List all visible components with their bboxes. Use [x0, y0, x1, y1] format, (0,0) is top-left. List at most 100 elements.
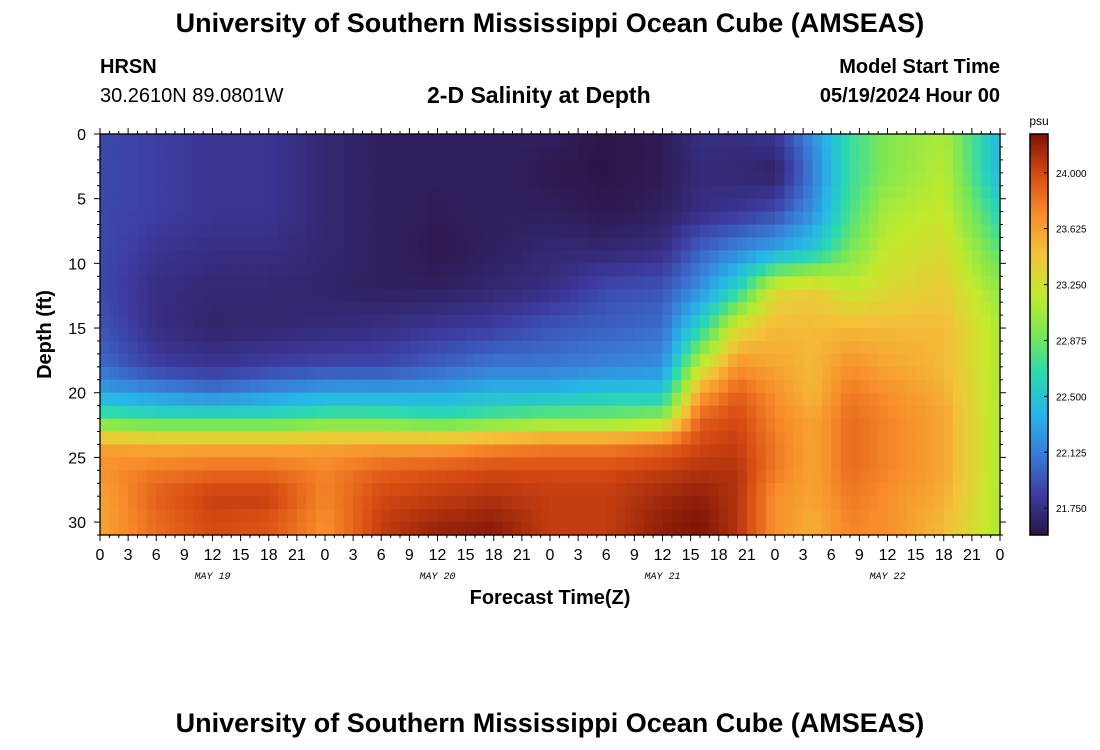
- heatmap-cell: [371, 134, 382, 148]
- heatmap-cell: [728, 211, 739, 226]
- heatmap-cell: [896, 496, 907, 510]
- heatmap-cell: [306, 444, 317, 458]
- heatmap-cell: [840, 276, 851, 290]
- heatmap-cell: [484, 289, 495, 303]
- heatmap-cell: [231, 185, 242, 200]
- heatmap-cell: [718, 237, 729, 252]
- y-tick-label: 0: [77, 127, 86, 144]
- heatmap-cell: [306, 302, 317, 316]
- heatmap-cell: [587, 496, 598, 510]
- heatmap-cell: [981, 496, 992, 510]
- heatmap-cell: [371, 470, 382, 484]
- heatmap-cell: [906, 302, 917, 316]
- heatmap-cell: [550, 379, 560, 394]
- heatmap-cell: [456, 431, 467, 446]
- heatmap-cell: [437, 444, 448, 458]
- heatmap-cell: [887, 198, 898, 213]
- heatmap-cell: [803, 185, 814, 200]
- heatmap-cell: [278, 302, 289, 316]
- heatmap-cell: [840, 198, 851, 213]
- heatmap-cell: [737, 198, 748, 213]
- heatmap-cell: [971, 276, 982, 290]
- heatmap-cell: [868, 366, 879, 381]
- heatmap-cell: [446, 250, 457, 264]
- heatmap-cell: [690, 470, 701, 484]
- heatmap-cell: [971, 302, 982, 316]
- heatmap-cell: [784, 302, 795, 316]
- heatmap-cell: [278, 211, 289, 226]
- heatmap-cell: [540, 470, 551, 484]
- heatmap-cell: [878, 418, 889, 433]
- heatmap-cell: [381, 198, 392, 213]
- heatmap-cell: [175, 405, 185, 420]
- heatmap-cell: [428, 146, 439, 161]
- heatmap-cell: [381, 431, 392, 446]
- heatmap-cell: [475, 211, 485, 226]
- heatmap-cell: [278, 289, 289, 303]
- heatmap-cell: [746, 159, 757, 174]
- heatmap-cell: [521, 353, 532, 368]
- heatmap-cell: [437, 340, 448, 355]
- heatmap-cell: [503, 159, 514, 174]
- heatmap-cell: [315, 379, 326, 394]
- heatmap-cell: [109, 392, 120, 407]
- heatmap-cell: [934, 302, 945, 316]
- heatmap-cell: [250, 302, 260, 316]
- heatmap-cell: [531, 431, 542, 446]
- heatmap-cell: [746, 353, 757, 368]
- heatmap-cell: [437, 211, 448, 226]
- heatmap-cell: [915, 509, 926, 523]
- x-tick-label: 12: [204, 547, 222, 564]
- heatmap-cell: [746, 224, 757, 239]
- heatmap-cell: [437, 237, 448, 252]
- heatmap-cell: [953, 211, 964, 226]
- heatmap-cell: [568, 340, 579, 355]
- heatmap-cell: [137, 159, 148, 174]
- heatmap-cell: [371, 392, 382, 407]
- heatmap-cell: [137, 457, 148, 471]
- heatmap-cell: [953, 276, 964, 290]
- heatmap-cell: [118, 250, 129, 264]
- heatmap-cell: [250, 483, 260, 497]
- heatmap-cell: [484, 496, 495, 510]
- heatmap-cell: [934, 392, 945, 407]
- heatmap-cell: [278, 366, 289, 381]
- heatmap-cell: [259, 224, 270, 239]
- heatmap-cell: [446, 211, 457, 226]
- heatmap-cell: [128, 431, 139, 446]
- heatmap-cell: [362, 289, 373, 303]
- heatmap-cell: [250, 470, 260, 484]
- heatmap-cell: [821, 366, 832, 381]
- heatmap-cell: [418, 496, 429, 510]
- heatmap-cell: [128, 470, 139, 484]
- heatmap-cell: [587, 340, 598, 355]
- heatmap-cell: [137, 418, 148, 433]
- heatmap-cell: [840, 328, 851, 342]
- heatmap-cell: [503, 198, 514, 213]
- heatmap-cell: [587, 134, 598, 148]
- heatmap-cell: [634, 185, 645, 200]
- heatmap-cell: [437, 418, 448, 433]
- heatmap-cell: [165, 159, 176, 174]
- heatmap-cell: [156, 470, 167, 484]
- heatmap-cell: [737, 302, 748, 316]
- heatmap-cell: [259, 366, 270, 381]
- heatmap-cell: [146, 315, 157, 329]
- heatmap-cell: [831, 276, 842, 290]
- heatmap-cell: [915, 496, 926, 510]
- heatmap-cell: [812, 328, 823, 342]
- heatmap-cell: [765, 211, 776, 226]
- heatmap-cell: [559, 444, 570, 458]
- heatmap-cell: [259, 405, 270, 420]
- heatmap-cell: [878, 470, 889, 484]
- heatmap-cell: [915, 379, 926, 394]
- heatmap-cell: [118, 470, 129, 484]
- heatmap-cell: [212, 418, 223, 433]
- heatmap-cell: [578, 353, 589, 368]
- heatmap-cell: [821, 353, 832, 368]
- heatmap-cell: [521, 470, 532, 484]
- heatmap-cell: [493, 198, 504, 213]
- heatmap-cell: [756, 250, 767, 264]
- heatmap-cell: [503, 302, 514, 316]
- heatmap-cell: [418, 405, 429, 420]
